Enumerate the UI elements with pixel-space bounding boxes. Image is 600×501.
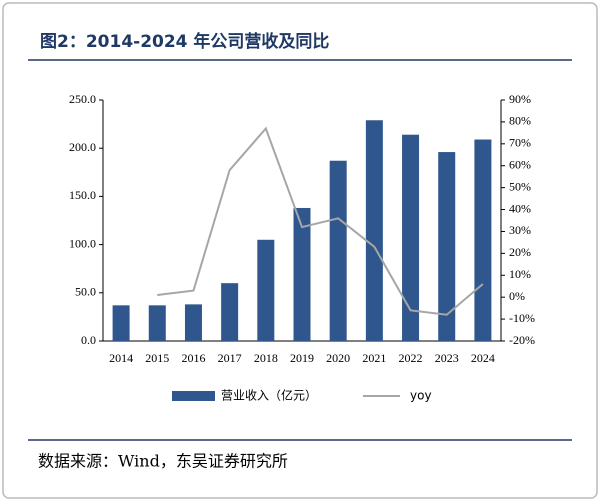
- x-tick-label: 2022: [399, 351, 423, 365]
- x-tick-label: 2014: [109, 351, 133, 365]
- bar: [257, 239, 275, 341]
- y-tick-label: 50.0: [75, 285, 96, 299]
- y2-tick-label: 80%: [509, 114, 531, 128]
- bar: [148, 305, 166, 341]
- chart-title: 图2：2014-2024 年公司营收及同比: [40, 31, 329, 52]
- x-tick-label: 2024: [471, 351, 495, 365]
- x-tick-label: 2023: [435, 351, 459, 365]
- y-tick-label: 150.0: [69, 188, 96, 202]
- source: 数据来源：Wind，东吴证券研究所: [38, 452, 288, 471]
- x-tick-label: 2015: [145, 351, 169, 365]
- legend-swatch: [172, 391, 215, 401]
- line: [157, 126, 484, 316]
- bar: [438, 152, 456, 341]
- x-tick-label: 2021: [362, 351, 386, 365]
- x-tick-label: 2018: [254, 351, 278, 365]
- y-tick-label: 200.0: [69, 140, 96, 154]
- y2-tick-label: 0%: [509, 289, 525, 303]
- x-tick-label: 2019: [290, 351, 314, 365]
- x-tick-label: 2020: [326, 351, 350, 365]
- y-tick-label: 100.0: [69, 236, 96, 250]
- y2-tick-label: 30%: [509, 223, 531, 237]
- y2-tick-label: -10%: [509, 311, 535, 325]
- bar: [221, 283, 239, 341]
- legend-label: 营业收入（亿元）: [221, 388, 317, 403]
- bar: [184, 304, 202, 341]
- y2-tick-label: 40%: [509, 201, 531, 215]
- y2-tick-label: 90%: [509, 92, 531, 106]
- bar: [474, 139, 492, 341]
- x-tick-label: 2017: [218, 351, 242, 365]
- x-tick-label: 2016: [181, 351, 205, 365]
- legend-label: yoy: [410, 389, 432, 403]
- y2-tick-label: 20%: [509, 245, 531, 259]
- bar: [329, 160, 347, 341]
- y2-tick-label: -20%: [509, 333, 535, 347]
- bar: [112, 305, 130, 341]
- y2-tick-label: 60%: [509, 157, 531, 171]
- y2-tick-label: 10%: [509, 267, 531, 281]
- y2-tick-label: 50%: [509, 179, 531, 193]
- bar: [402, 134, 420, 341]
- bar: [365, 120, 383, 341]
- y2-tick-label: 70%: [509, 136, 531, 150]
- bar: [293, 207, 311, 341]
- y-tick-label: 0.0: [81, 333, 96, 347]
- y-tick-label: 250.0: [69, 92, 96, 106]
